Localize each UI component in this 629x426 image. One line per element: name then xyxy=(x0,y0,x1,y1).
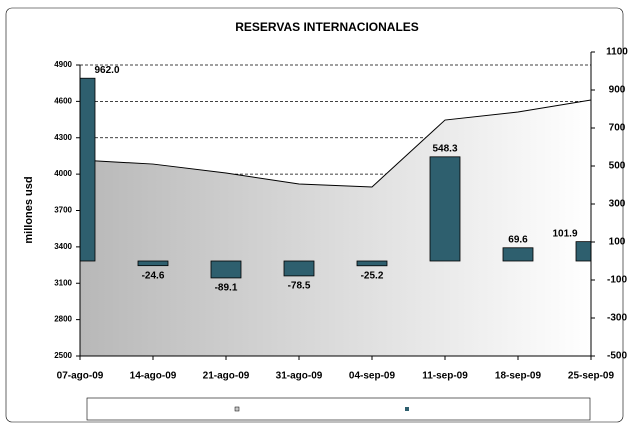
y2-tick-label: 1100 xyxy=(606,47,628,58)
bar xyxy=(502,247,534,262)
legend-marker xyxy=(405,407,409,411)
bar xyxy=(210,260,242,279)
bar xyxy=(137,260,169,267)
data-label: -78.5 xyxy=(288,281,311,292)
y2-tick-label: 500 xyxy=(609,161,626,172)
y2-tick-label: -100 xyxy=(607,275,627,286)
data-label: -25.2 xyxy=(361,270,384,281)
bar xyxy=(283,260,315,277)
legend xyxy=(86,397,591,421)
area xyxy=(80,100,591,356)
y-tick-label: 2800 xyxy=(54,315,72,324)
bar-group xyxy=(80,77,591,279)
y-tick-label: 3400 xyxy=(54,242,72,251)
x-tick-label: 04-sep-09 xyxy=(349,371,396,382)
x-tick-label: 31-ago-09 xyxy=(276,371,323,382)
y-tick-label: 4300 xyxy=(54,133,72,142)
y-tick-label: 2500 xyxy=(54,351,72,360)
y-tick-label: 3100 xyxy=(54,278,72,287)
x-tick-label: 11-sep-09 xyxy=(422,371,468,382)
legend-marker xyxy=(234,406,240,412)
data-label: -89.1 xyxy=(215,283,238,294)
y-tick-label: 4600 xyxy=(54,96,72,105)
data-label: -24.6 xyxy=(142,270,165,281)
area-line xyxy=(79,99,592,188)
bar xyxy=(80,77,96,262)
x-tick-label: 25-sep-09 xyxy=(568,371,615,382)
y-tick-label: 4900 xyxy=(54,60,72,69)
bar xyxy=(356,260,388,267)
x-tick-label: 14-ago-09 xyxy=(130,371,177,382)
x-tick-label: 07-ago-09 xyxy=(57,371,104,382)
y2-tick-label: -300 xyxy=(607,313,627,324)
bar xyxy=(575,241,591,262)
y2-tick-label: 900 xyxy=(609,85,626,96)
y-axis-label: millones usd xyxy=(23,176,35,243)
chart-title: RESERVAS INTERNACIONALES xyxy=(235,20,419,34)
y2-tick-label: 100 xyxy=(609,237,626,248)
data-label: 962.0 xyxy=(94,65,119,76)
y2-tick-label: 700 xyxy=(609,123,626,134)
x-tick-label: 21-ago-09 xyxy=(203,371,250,382)
bar xyxy=(429,156,461,262)
y-tick-label: 3700 xyxy=(54,206,72,215)
data-label: 69.6 xyxy=(508,234,528,245)
data-label: 548.3 xyxy=(432,143,457,154)
y-tick-label: 4000 xyxy=(54,169,72,178)
y2-tick-label: 300 xyxy=(609,199,626,210)
y2-tick-label: -500 xyxy=(607,351,627,362)
x-tick-label: 18-sep-09 xyxy=(495,371,542,382)
data-label: 101.9 xyxy=(552,228,577,239)
